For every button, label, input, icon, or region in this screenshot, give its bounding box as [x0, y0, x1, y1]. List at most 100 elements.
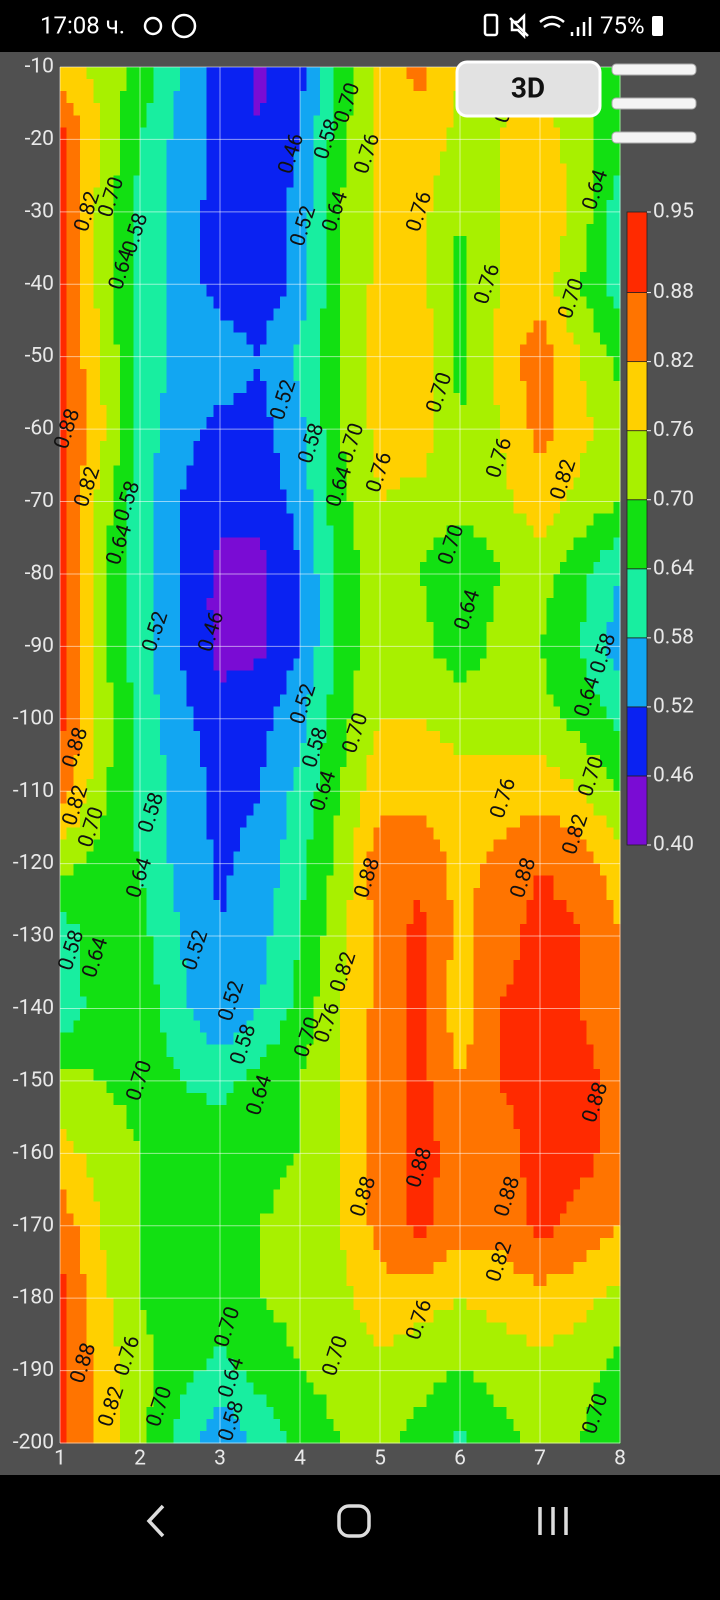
field-cell: [593, 537, 601, 551]
field-cell: [213, 561, 221, 575]
field-cell: [313, 79, 321, 92]
field-cell: [453, 211, 461, 225]
field-cell: [506, 235, 514, 249]
field-cell: [313, 332, 321, 346]
field-cell: [206, 549, 214, 563]
field-cell: [480, 465, 488, 478]
field-cell: [480, 163, 488, 177]
field-cell: [266, 332, 274, 346]
field-cell: [433, 682, 441, 696]
field-cell: [400, 586, 408, 599]
field-cell: [333, 67, 341, 80]
field-cell: [393, 175, 401, 189]
field-cell: [613, 477, 621, 491]
field-cell: [473, 284, 481, 297]
field-cell: [373, 646, 381, 660]
field-cell: [80, 573, 88, 587]
field-cell: [66, 151, 74, 165]
field-cell: [313, 742, 321, 756]
field-cell: [533, 670, 541, 684]
field-cell: [460, 344, 468, 358]
field-cell: [100, 682, 108, 696]
field-cell: [593, 151, 601, 165]
field-cell: [273, 549, 281, 563]
field-cell: [393, 344, 401, 358]
field-cell: [440, 622, 448, 635]
field-cell: [546, 404, 554, 418]
field-cell: [586, 513, 594, 527]
field-cell: [513, 248, 521, 261]
field-cell: [500, 755, 508, 768]
field-cell: [313, 211, 321, 225]
field-cell: [480, 429, 488, 442]
field-cell: [240, 573, 248, 587]
field-cell: [173, 755, 181, 768]
field-cell: [533, 127, 541, 141]
field-cell: [380, 79, 388, 92]
field-cell: [313, 586, 321, 599]
field-cell: [240, 79, 248, 92]
field-cell: [420, 235, 428, 249]
field-cell: [160, 670, 168, 684]
field-cell: [546, 187, 554, 201]
field-cell: [200, 67, 208, 80]
field-cell: [466, 272, 474, 285]
field-cell: [560, 718, 568, 732]
field-cell: [406, 561, 414, 575]
field-cell: [453, 730, 461, 744]
field-cell: [460, 610, 468, 623]
field-cell: [126, 598, 134, 611]
field-cell: [146, 513, 154, 527]
field-cell: [260, 151, 268, 165]
field-cell: [200, 742, 208, 756]
field-cell: [386, 187, 394, 201]
field-cell: [393, 513, 401, 527]
field-cell: [193, 223, 201, 237]
field-cell: [353, 694, 361, 708]
field-cell: [233, 537, 241, 551]
field-cell: [60, 127, 68, 141]
field-cell: [220, 453, 228, 466]
field-cell: [380, 779, 388, 792]
field-cell: [206, 332, 214, 346]
field-cell: [333, 561, 341, 575]
field-cell: [153, 489, 161, 503]
status-icons: [143, 12, 592, 40]
field-cell: [440, 320, 448, 334]
field-cell: [120, 296, 128, 310]
field-cell: [133, 634, 141, 647]
field-cell: [226, 320, 234, 334]
field-cell: [433, 223, 441, 237]
field-cell: [133, 404, 141, 418]
field-cell: [460, 658, 468, 672]
field-cell: [400, 151, 408, 165]
field-cell: [366, 646, 374, 660]
field-cell: [473, 139, 481, 153]
field-cell: [546, 489, 554, 503]
field-cell: [453, 296, 461, 310]
field-cell: [406, 718, 414, 732]
field-cell: [100, 103, 108, 116]
field-cell: [193, 175, 201, 189]
field-cell: [246, 658, 254, 672]
field-cell: [500, 163, 508, 177]
field-cell: [500, 308, 508, 322]
field-cell: [566, 610, 574, 623]
field-cell: [120, 501, 128, 515]
field-cell: [346, 441, 354, 454]
field-cell: [173, 296, 181, 310]
field-cell: [273, 767, 281, 780]
field-cell: [606, 441, 614, 454]
field-cell: [433, 151, 441, 165]
field-cell: [300, 404, 308, 418]
field-cell: [160, 272, 168, 285]
field-cell: [513, 392, 521, 406]
field-cell: [213, 477, 221, 491]
field-cell: [173, 235, 181, 249]
field-cell: [253, 67, 261, 80]
field-cell: [560, 175, 568, 189]
field-cell: [120, 127, 128, 141]
field-cell: [200, 175, 208, 189]
field-cell: [133, 248, 141, 261]
field-cell: [346, 151, 354, 165]
